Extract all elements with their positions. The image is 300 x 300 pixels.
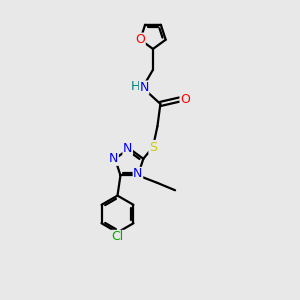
Text: Cl: Cl	[111, 230, 124, 243]
Text: N: N	[140, 81, 149, 94]
Text: O: O	[180, 93, 190, 106]
Text: O: O	[135, 33, 145, 46]
Text: S: S	[149, 140, 157, 154]
Text: N: N	[123, 142, 132, 155]
Text: N: N	[133, 167, 142, 180]
Text: H: H	[130, 80, 140, 93]
Text: N: N	[109, 152, 118, 165]
